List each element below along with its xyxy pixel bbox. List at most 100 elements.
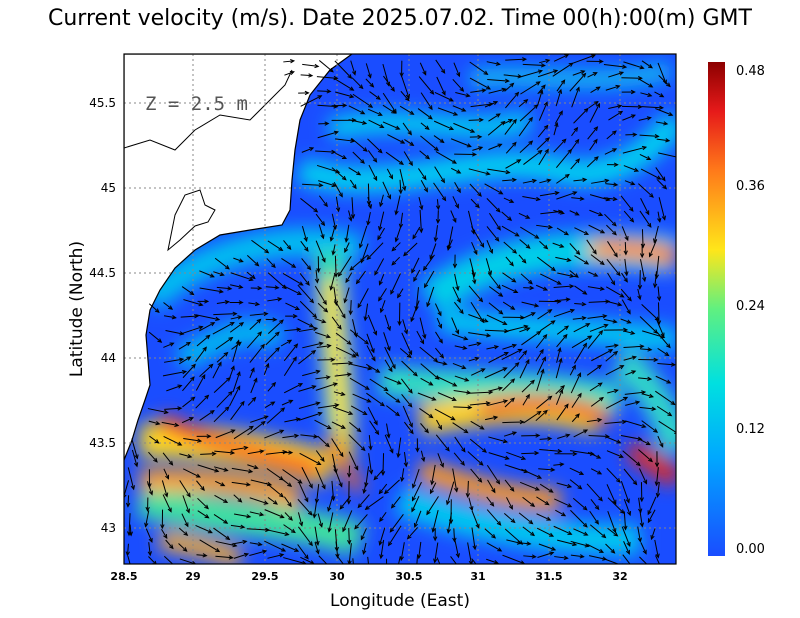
velocity-arrow-head <box>435 205 441 211</box>
velocity-arrow-head <box>346 372 353 377</box>
velocity-arrow-head <box>627 296 632 302</box>
velocity-arrow <box>214 494 228 503</box>
velocity-arrow <box>536 224 553 229</box>
velocity-arrow <box>299 300 317 318</box>
velocity-arrow <box>657 211 661 222</box>
velocity-arrow-head <box>230 450 236 455</box>
velocity-arrow <box>537 309 552 320</box>
velocity-arrow <box>400 212 404 228</box>
velocity-arrow-head <box>281 547 287 552</box>
velocity-arrow-head <box>574 211 580 216</box>
velocity-arrow-head <box>542 286 549 291</box>
velocity-arrow-head <box>666 379 672 384</box>
velocity-arrow-head <box>487 270 493 276</box>
velocity-arrow <box>383 332 391 351</box>
velocity-arrow <box>504 397 515 408</box>
velocity-arrow-head <box>363 316 368 322</box>
velocity-arrow-head <box>304 497 309 503</box>
velocity-arrow-head <box>341 313 346 319</box>
velocity-arrow <box>314 541 319 554</box>
velocity-arrow-head <box>454 487 459 493</box>
velocity-arrow <box>521 70 543 77</box>
velocity-arrow-head <box>622 419 628 425</box>
velocity-arrow-head <box>582 177 588 183</box>
velocity-arrow-head <box>445 500 451 506</box>
velocity-arrow <box>389 514 404 533</box>
velocity-arrow <box>641 420 658 433</box>
velocity-arrow <box>298 350 316 365</box>
velocity-arrow-head <box>321 319 327 324</box>
velocity-arrow <box>468 342 481 347</box>
velocity-arrow-head <box>469 506 474 512</box>
velocity-arrow-head <box>403 251 408 257</box>
velocity-arrow <box>267 497 278 505</box>
velocity-arrow <box>230 272 253 281</box>
velocity-arrow-head <box>646 116 652 121</box>
velocity-arrow-head <box>428 381 434 386</box>
velocity-arrow <box>317 513 323 527</box>
velocity-arrow-head <box>564 325 570 330</box>
velocity-arrow <box>452 196 459 209</box>
velocity-arrow <box>126 543 129 556</box>
velocity-arrow-head <box>198 302 204 307</box>
velocity-arrow <box>179 480 191 497</box>
velocity-arrow-head <box>280 407 286 412</box>
velocity-arrow-head <box>254 261 260 267</box>
velocity-arrow-head <box>522 57 528 62</box>
velocity-arrow <box>163 555 174 564</box>
velocity-arrow-head <box>476 341 482 347</box>
velocity-arrow-head <box>597 470 603 475</box>
velocity-arrow <box>401 468 405 482</box>
velocity-arrow-head <box>395 411 401 417</box>
velocity-arrow-head <box>278 246 284 252</box>
velocity-arrow-head <box>293 343 299 349</box>
velocity-arrow <box>488 143 502 151</box>
velocity-arrow <box>503 362 520 379</box>
velocity-arrow-head <box>541 356 546 362</box>
velocity-arrow <box>504 83 514 92</box>
velocity-arrow-head <box>421 456 426 463</box>
velocity-arrow-head <box>594 505 600 511</box>
velocity-arrow-head <box>579 196 585 201</box>
velocity-arrow <box>149 435 159 444</box>
velocity-arrow-head <box>550 467 556 472</box>
velocity-arrow-head <box>406 353 412 359</box>
velocity-arrow-head <box>394 210 399 216</box>
velocity-arrow <box>230 401 245 421</box>
velocity-arrow-head <box>597 417 603 423</box>
velocity-arrow <box>181 417 194 424</box>
velocity-arrow-head <box>414 306 419 312</box>
velocity-arrow-head <box>633 167 640 172</box>
velocity-arrow-head <box>507 216 513 222</box>
velocity-arrow <box>264 509 284 518</box>
velocity-arrow-head <box>598 59 604 64</box>
velocity-arrow <box>607 527 618 537</box>
velocity-arrow-head <box>385 81 391 87</box>
velocity-arrow <box>332 244 336 255</box>
velocity-arrow-head <box>648 252 653 258</box>
velocity-arrow <box>264 429 284 439</box>
x-tick-label: 29 <box>185 570 200 583</box>
velocity-arrow-head <box>647 347 653 352</box>
velocity-arrow <box>366 392 385 407</box>
velocity-arrow <box>486 226 500 242</box>
velocity-arrow <box>267 382 276 392</box>
velocity-arrow <box>536 496 549 506</box>
velocity-arrow <box>536 395 552 409</box>
velocity-arrow <box>284 328 301 332</box>
velocity-arrow-head <box>358 84 364 90</box>
velocity-arrow-head <box>446 528 451 534</box>
velocity-arrow-head <box>236 385 241 391</box>
velocity-arrow <box>640 168 661 180</box>
velocity-arrow <box>214 257 230 270</box>
velocity-arrow <box>502 179 516 182</box>
velocity-arrow <box>539 483 553 493</box>
velocity-arrow <box>214 450 234 454</box>
velocity-arrow-head <box>479 242 485 248</box>
velocity-arrow <box>436 76 446 95</box>
velocity-arrow-head <box>642 549 647 555</box>
velocity-arrow-head <box>485 401 491 406</box>
velocity-arrow <box>501 284 518 293</box>
velocity-arrow-head <box>260 343 265 349</box>
velocity-arrow-head <box>320 234 325 240</box>
